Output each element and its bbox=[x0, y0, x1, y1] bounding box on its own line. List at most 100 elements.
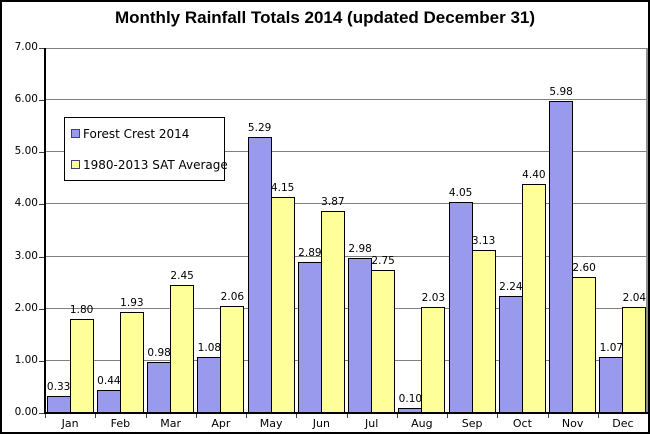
bar-forest-crest-2014-may bbox=[247, 137, 272, 413]
bar-forest-crest-2014-apr bbox=[197, 356, 222, 413]
legend-entry-forest-crest-2014: Forest Crest 2014 bbox=[71, 127, 224, 141]
bar-1980-2013-sat-average-sep bbox=[471, 249, 496, 413]
value-label-forest-crest-2014-jan: 0.33 bbox=[46, 380, 71, 393]
y-axis-tick-7-00 bbox=[39, 48, 45, 49]
gridline-5 bbox=[45, 151, 646, 153]
value-label-forest-crest-2014-jun: 2.89 bbox=[298, 247, 322, 260]
x-axis-label-sep: Sep bbox=[461, 417, 483, 430]
x-axis-label-oct: Oct bbox=[512, 417, 532, 430]
x-axis-tick-11 bbox=[597, 414, 599, 418]
x-axis-tick-10 bbox=[547, 414, 549, 418]
gridline-3 bbox=[45, 255, 646, 257]
bar-forest-crest-2014-jan bbox=[46, 395, 71, 413]
x-axis-label-feb: Feb bbox=[110, 417, 131, 430]
y-axis-label-0-00: 0.00 bbox=[14, 406, 38, 418]
x-axis-label-jul: Jul bbox=[364, 417, 379, 430]
value-label-1980-2013-sat-average-nov: 2.60 bbox=[572, 262, 596, 275]
x-axis-label-apr: Apr bbox=[211, 417, 231, 430]
value-label-forest-crest-2014-feb: 0.44 bbox=[97, 375, 121, 388]
x-axis-label-aug: Aug bbox=[411, 417, 433, 430]
y-axis-tick-6-00 bbox=[39, 100, 45, 102]
x-axis-tick-3 bbox=[195, 414, 197, 418]
bar-1980-2013-sat-average-apr bbox=[220, 305, 245, 413]
value-label-1980-2013-sat-average-jun: 3.87 bbox=[321, 196, 345, 209]
plot-area bbox=[45, 48, 648, 413]
x-axis-line bbox=[44, 412, 648, 414]
value-label-1980-2013-sat-average-mar: 2.45 bbox=[170, 270, 194, 283]
bar-forest-crest-2014-jun bbox=[297, 262, 322, 413]
value-label-1980-2013-sat-average-may: 4.15 bbox=[270, 181, 295, 194]
bar-1980-2013-sat-average-oct bbox=[521, 183, 546, 413]
value-label-forest-crest-2014-jul: 2.98 bbox=[348, 242, 372, 255]
x-axis-label-jun: Jun bbox=[312, 417, 330, 430]
y-axis-line bbox=[44, 48, 46, 414]
x-axis-tick-6 bbox=[346, 414, 348, 418]
legend-marker-1980-2013-sat-average bbox=[71, 160, 80, 169]
bar-1980-2013-sat-average-nov bbox=[572, 277, 597, 413]
y-axis-label-1-00: 1.00 bbox=[14, 353, 38, 366]
value-label-forest-crest-2014-may: 5.29 bbox=[247, 122, 272, 135]
legend-label-1980-2013-sat-average: 1980-2013 SAT Average bbox=[83, 157, 228, 172]
legend: Forest Crest 2014 1980-2013 SAT Average bbox=[64, 117, 228, 181]
legend-label-forest-crest-2014: Forest Crest 2014 bbox=[83, 126, 190, 141]
bar-1980-2013-sat-average-may bbox=[270, 196, 295, 413]
y-axis-tick-2-00 bbox=[39, 308, 45, 310]
y-axis-label-7-00: 7.00 bbox=[14, 41, 38, 53]
legend-entry-1980-2013-sat-average: 1980-2013 SAT Average bbox=[71, 158, 228, 172]
y-axis-label-4-00: 4.00 bbox=[14, 197, 38, 210]
gridline-1 bbox=[45, 359, 646, 361]
value-label-1980-2013-sat-average-jul: 2.75 bbox=[371, 254, 395, 267]
value-label-forest-crest-2014-dec: 1.07 bbox=[599, 342, 624, 355]
bar-1980-2013-sat-average-feb bbox=[119, 312, 144, 413]
value-label-1980-2013-sat-average-feb: 1.93 bbox=[120, 297, 144, 310]
y-axis-tick-5-00 bbox=[39, 152, 45, 154]
y-axis-label-2-00: 2.00 bbox=[14, 301, 38, 314]
bar-forest-crest-2014-feb bbox=[96, 390, 121, 413]
bar-1980-2013-sat-average-aug bbox=[421, 307, 446, 413]
x-axis-tick-9 bbox=[497, 414, 499, 418]
x-axis-label-nov: Nov bbox=[561, 417, 584, 430]
y-axis-label-6-00: 6.00 bbox=[14, 93, 38, 106]
bar-1980-2013-sat-average-jun bbox=[320, 211, 345, 413]
x-axis-tick-4 bbox=[246, 414, 247, 418]
gridline-2 bbox=[45, 307, 646, 309]
chart-title: Monthly Rainfall Totals 2014 (updated De… bbox=[114, 8, 536, 27]
x-axis-label-mar: Mar bbox=[160, 417, 181, 430]
bar-1980-2013-sat-average-jul bbox=[371, 269, 396, 413]
x-axis-tick-12 bbox=[648, 414, 649, 418]
y-axis-tick-1-00 bbox=[39, 360, 45, 362]
value-label-forest-crest-2014-sep: 4.05 bbox=[448, 186, 473, 199]
value-label-1980-2013-sat-average-dec: 2.04 bbox=[622, 291, 647, 304]
y-axis-tick-0-00 bbox=[39, 413, 45, 414]
bar-forest-crest-2014-nov bbox=[549, 101, 574, 413]
legend-marker-forest-crest-2014 bbox=[71, 129, 80, 138]
y-axis-tick-4-00 bbox=[39, 204, 45, 206]
bar-forest-crest-2014-jul bbox=[348, 257, 373, 413]
value-label-forest-crest-2014-aug: 0.10 bbox=[398, 392, 423, 405]
value-label-forest-crest-2014-mar: 0.98 bbox=[147, 346, 171, 359]
value-label-1980-2013-sat-average-aug: 2.03 bbox=[421, 292, 446, 305]
value-label-1980-2013-sat-average-jan: 1.80 bbox=[69, 304, 94, 317]
bar-1980-2013-sat-average-dec bbox=[622, 306, 647, 413]
value-label-forest-crest-2014-apr: 1.08 bbox=[197, 341, 222, 354]
x-axis-tick-1 bbox=[95, 414, 97, 418]
bar-1980-2013-sat-average-jan bbox=[69, 319, 94, 413]
bar-1980-2013-sat-average-mar bbox=[170, 285, 195, 413]
bar-forest-crest-2014-dec bbox=[599, 357, 624, 413]
y-axis-label-5-00: 5.00 bbox=[14, 145, 38, 158]
x-axis-tick-0 bbox=[45, 414, 46, 418]
x-axis-tick-8 bbox=[447, 414, 448, 418]
bar-forest-crest-2014-oct bbox=[498, 296, 523, 413]
y-axis-tick-3-00 bbox=[39, 256, 45, 258]
x-axis-tick-7 bbox=[396, 414, 398, 418]
x-axis-tick-2 bbox=[145, 414, 147, 418]
value-label-1980-2013-sat-average-sep: 3.13 bbox=[471, 234, 496, 247]
x-axis-label-jan: Jan bbox=[61, 417, 79, 430]
bar-forest-crest-2014-sep bbox=[448, 201, 473, 413]
value-label-forest-crest-2014-nov: 5.98 bbox=[549, 86, 573, 99]
value-label-1980-2013-sat-average-apr: 2.06 bbox=[220, 290, 245, 303]
gridline-6 bbox=[45, 99, 646, 101]
y-axis-label-3-00: 3.00 bbox=[14, 249, 38, 262]
gridline-4 bbox=[45, 203, 646, 205]
